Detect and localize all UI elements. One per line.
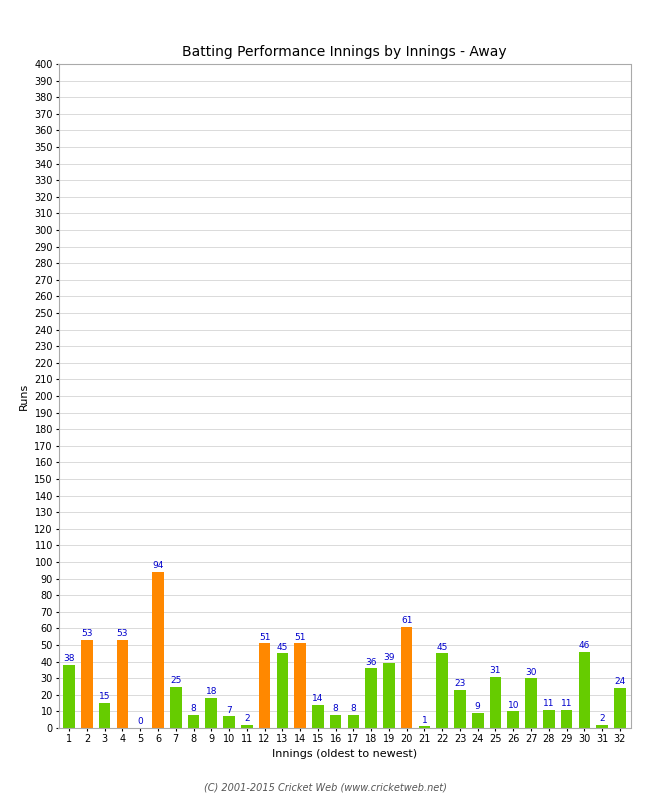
Text: 0: 0 xyxy=(137,718,143,726)
Text: 94: 94 xyxy=(152,562,164,570)
Bar xyxy=(383,663,395,728)
Bar xyxy=(472,713,484,728)
Bar xyxy=(205,698,217,728)
Bar xyxy=(596,725,608,728)
Text: 18: 18 xyxy=(205,687,217,697)
Text: 51: 51 xyxy=(294,633,306,642)
Text: 46: 46 xyxy=(578,641,590,650)
Bar xyxy=(508,711,519,728)
Bar xyxy=(170,686,181,728)
Text: 30: 30 xyxy=(525,667,537,677)
Y-axis label: Runs: Runs xyxy=(19,382,29,410)
Bar xyxy=(578,652,590,728)
Bar xyxy=(330,714,341,728)
Text: 53: 53 xyxy=(117,630,128,638)
Bar xyxy=(348,714,359,728)
Text: 51: 51 xyxy=(259,633,270,642)
Bar xyxy=(454,690,466,728)
Text: 39: 39 xyxy=(383,653,395,662)
Text: 45: 45 xyxy=(277,642,288,652)
Bar xyxy=(294,643,306,728)
Text: 15: 15 xyxy=(99,693,110,702)
Bar xyxy=(543,710,554,728)
Text: 10: 10 xyxy=(508,701,519,710)
Bar xyxy=(241,725,253,728)
Text: (C) 2001-2015 Cricket Web (www.cricketweb.net): (C) 2001-2015 Cricket Web (www.cricketwe… xyxy=(203,782,447,792)
Bar xyxy=(64,665,75,728)
Text: 61: 61 xyxy=(401,616,412,625)
Text: 36: 36 xyxy=(365,658,377,666)
Bar xyxy=(401,626,413,728)
Text: 8: 8 xyxy=(333,704,339,713)
Text: 45: 45 xyxy=(437,642,448,652)
Text: 7: 7 xyxy=(226,706,232,714)
Text: 8: 8 xyxy=(350,704,356,713)
Bar xyxy=(223,716,235,728)
Text: 31: 31 xyxy=(489,666,501,675)
Bar xyxy=(525,678,537,728)
Text: 11: 11 xyxy=(561,699,572,708)
Bar xyxy=(561,710,572,728)
Text: 2: 2 xyxy=(244,714,250,723)
Text: 24: 24 xyxy=(614,678,625,686)
Text: 53: 53 xyxy=(81,630,93,638)
Text: 38: 38 xyxy=(64,654,75,663)
Bar xyxy=(419,726,430,728)
Bar xyxy=(81,640,93,728)
Bar xyxy=(436,654,448,728)
Text: 2: 2 xyxy=(599,714,605,723)
Bar xyxy=(312,705,324,728)
Bar xyxy=(365,668,377,728)
Title: Batting Performance Innings by Innings - Away: Batting Performance Innings by Innings -… xyxy=(182,45,507,58)
Text: 23: 23 xyxy=(454,679,465,688)
Bar xyxy=(614,688,625,728)
Text: 25: 25 xyxy=(170,676,181,685)
Bar xyxy=(99,703,110,728)
Text: 11: 11 xyxy=(543,699,554,708)
Bar xyxy=(259,643,270,728)
Bar xyxy=(152,572,164,728)
Text: 1: 1 xyxy=(422,716,427,725)
X-axis label: Innings (oldest to newest): Innings (oldest to newest) xyxy=(272,749,417,759)
Bar xyxy=(276,654,288,728)
Bar xyxy=(489,677,501,728)
Bar xyxy=(188,714,200,728)
Text: 8: 8 xyxy=(190,704,196,713)
Bar xyxy=(117,640,128,728)
Text: 9: 9 xyxy=(475,702,480,711)
Text: 14: 14 xyxy=(312,694,324,703)
